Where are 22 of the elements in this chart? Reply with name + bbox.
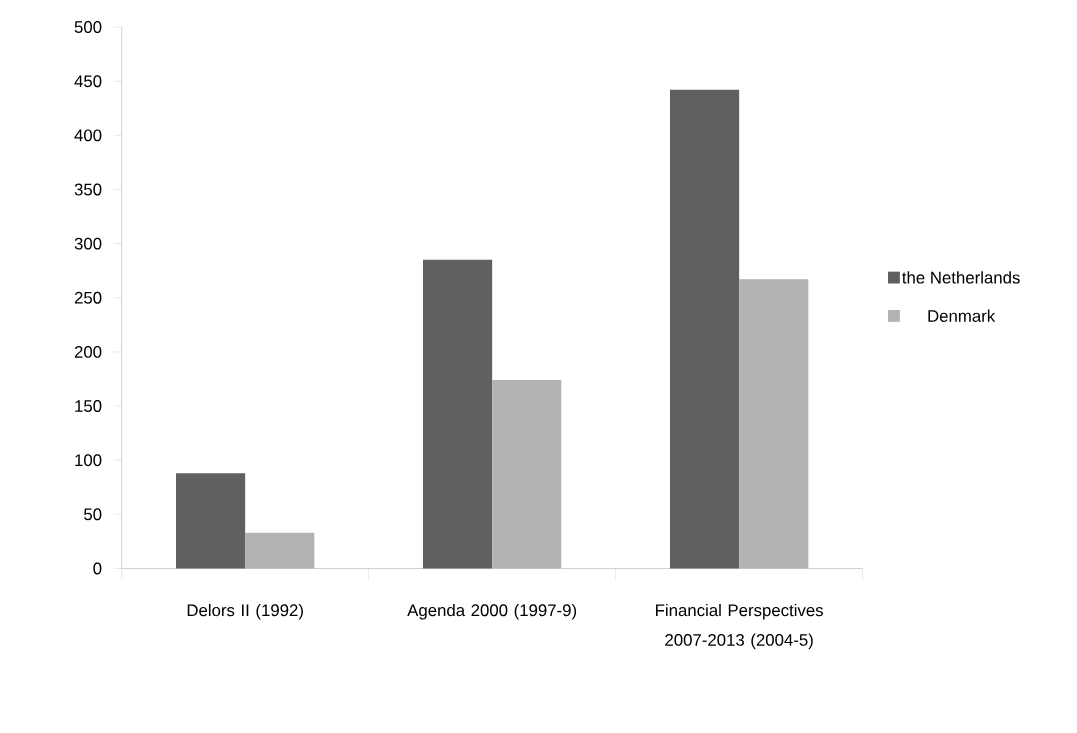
y-tick-label: 50 xyxy=(84,508,102,521)
legend-label: Denmark xyxy=(928,309,996,322)
y-tick-label: 150 xyxy=(75,400,102,412)
bar xyxy=(423,259,493,569)
y-tick-label: 0 xyxy=(93,562,102,575)
y-tick-label: 200 xyxy=(74,345,102,358)
y-tick-label: 400 xyxy=(74,129,102,142)
legend-label: the Netherlands xyxy=(902,271,1020,284)
y-tick-label: 350 xyxy=(74,183,102,196)
x-tick-label: Financial Perspectives 2007-2013 (2004-5) xyxy=(656,603,823,650)
bar xyxy=(176,473,246,569)
y-tick-label: 300 xyxy=(74,237,102,250)
bar xyxy=(245,532,315,569)
y-tick-label: 100 xyxy=(75,454,102,467)
y-tick-label: 500 xyxy=(74,21,102,33)
bar xyxy=(739,279,809,569)
x-tick-label: Agenda 2000 (1997-9) xyxy=(407,603,577,620)
bar xyxy=(492,380,562,569)
y-tick-label: 450 xyxy=(74,75,102,88)
y-tick-label: 250 xyxy=(74,291,102,304)
x-tick-label: Delors II (1992) xyxy=(187,603,303,620)
bar xyxy=(669,89,740,569)
